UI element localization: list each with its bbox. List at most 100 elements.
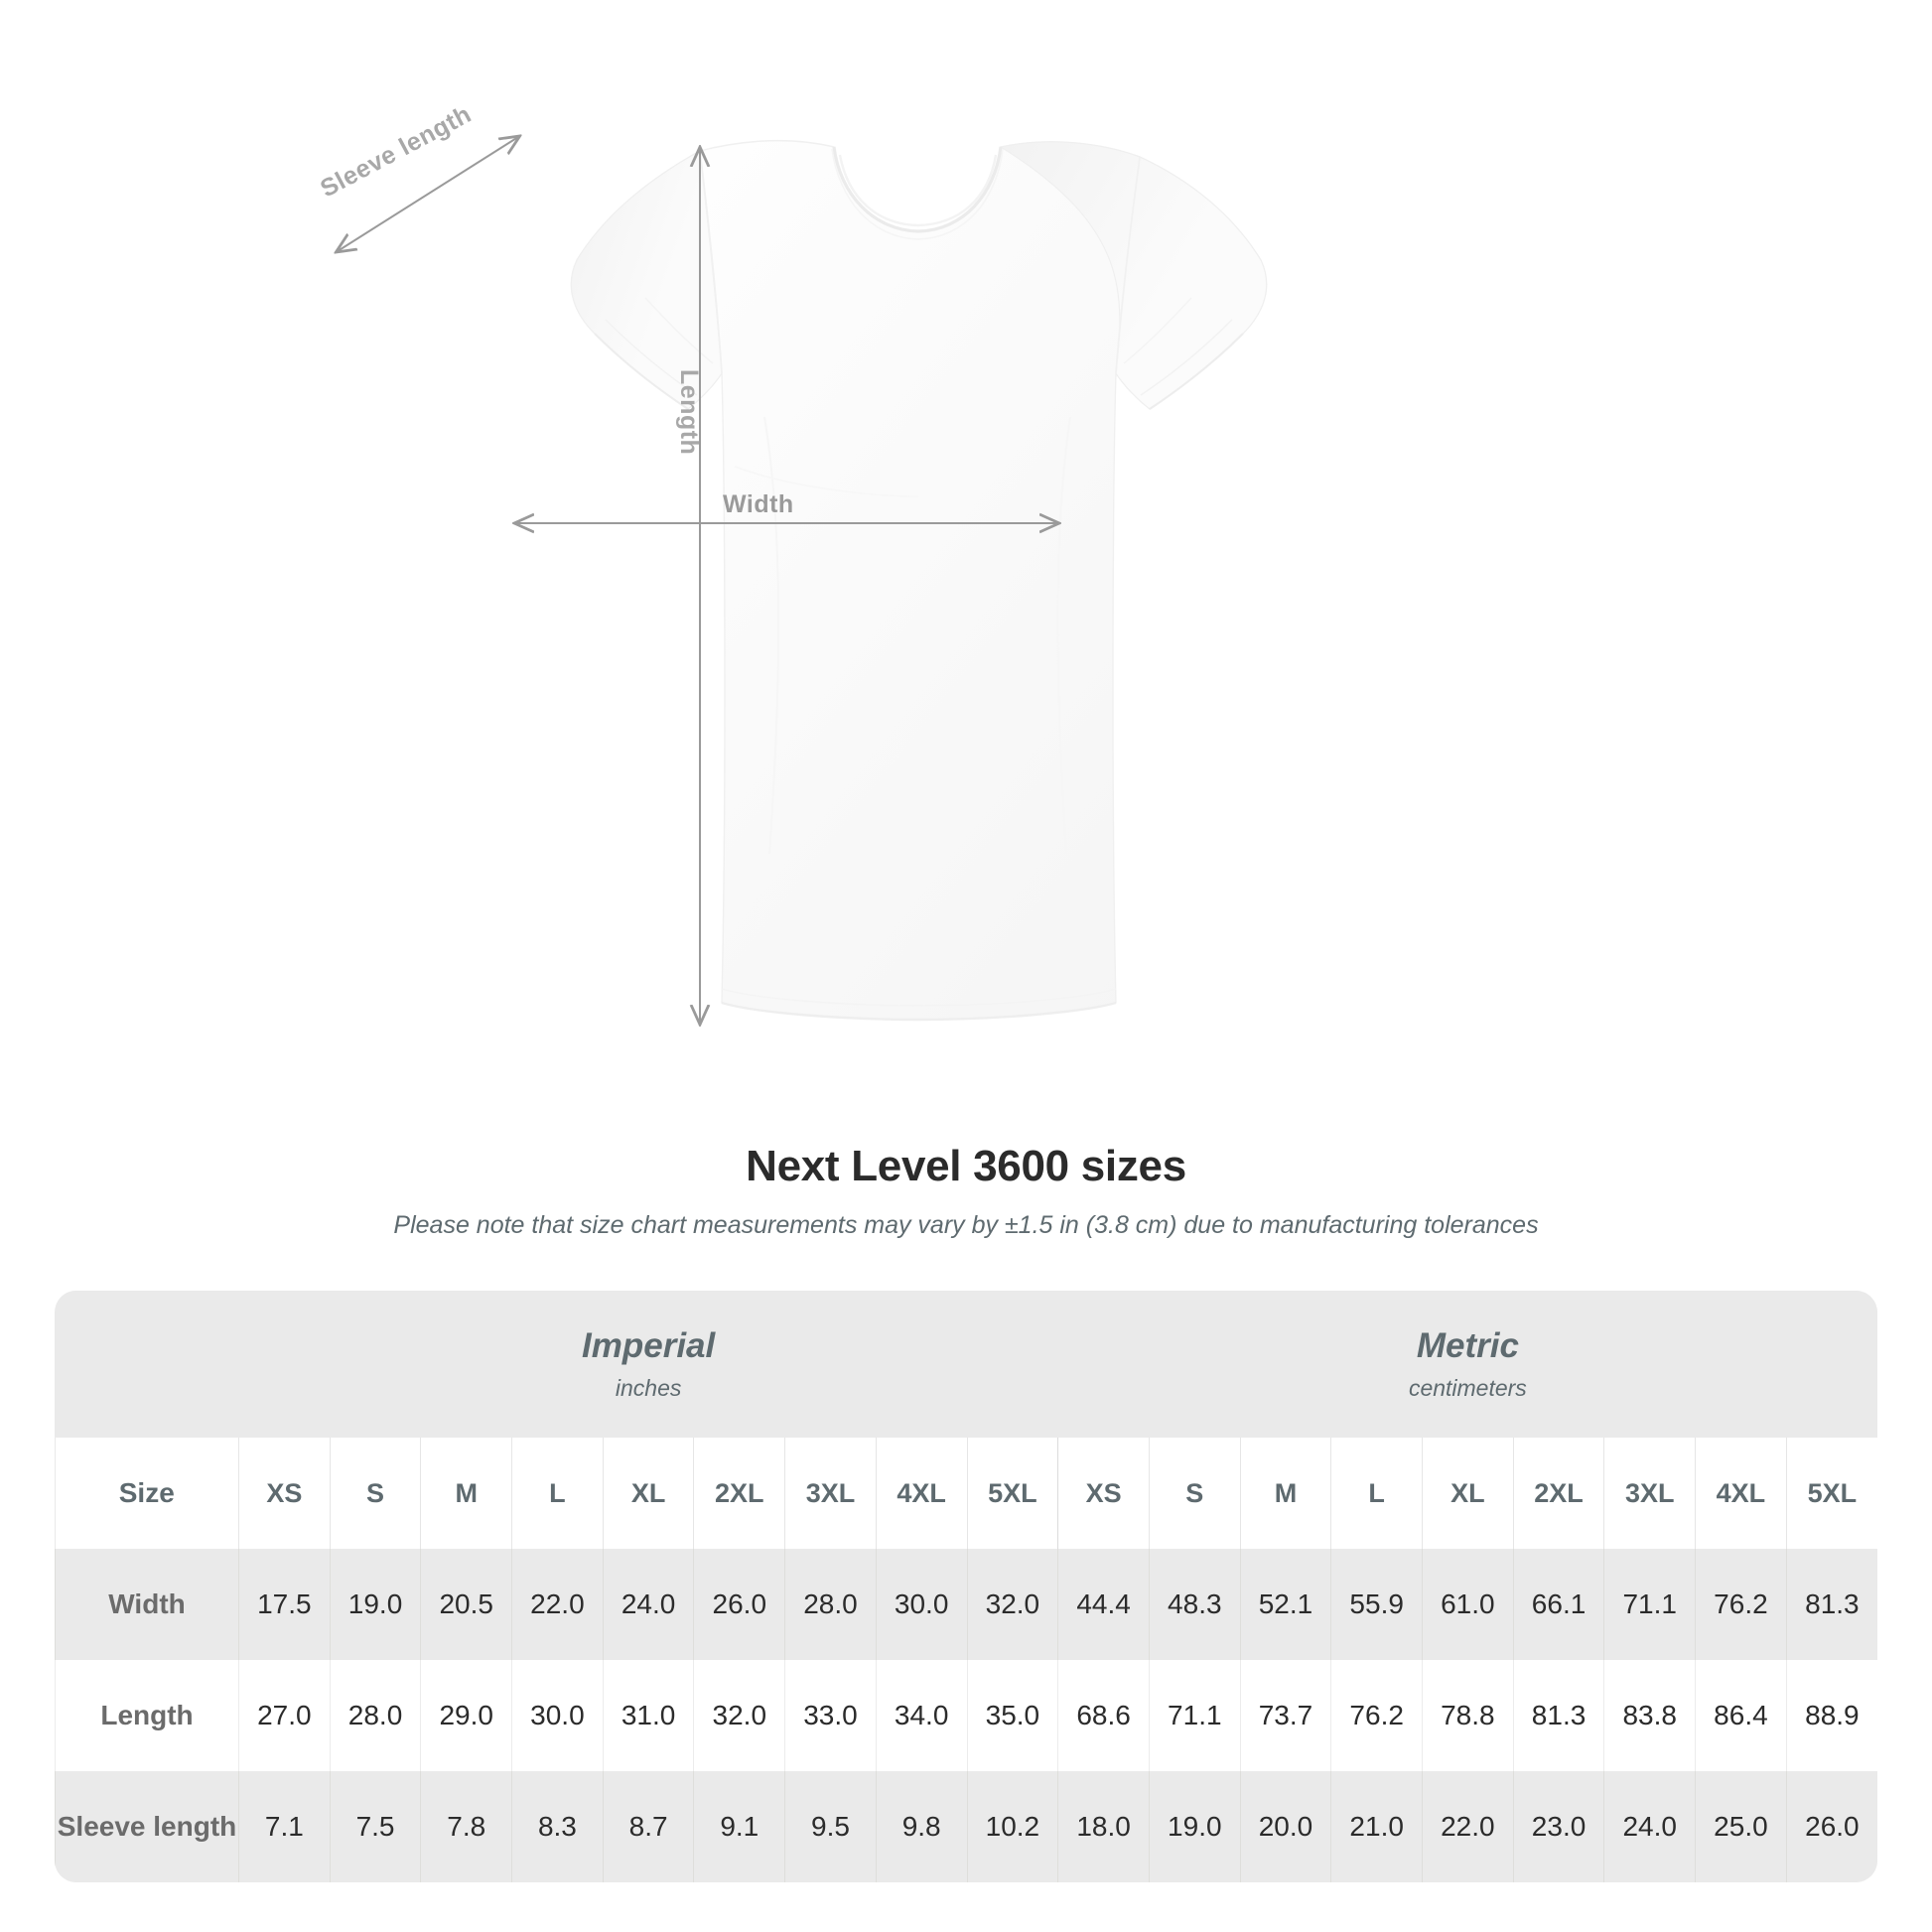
cell-width-imperial-m: 20.5 <box>420 1549 512 1660</box>
cell-width-metric-5xl: 81.3 <box>1785 1549 1877 1660</box>
cell-sleeve-length-imperial-4xl: 9.8 <box>875 1771 967 1882</box>
unit-system-name: Imperial <box>582 1326 716 1366</box>
size-header-imperial-5xl: 5XL <box>966 1438 1058 1549</box>
table-row: Width 17.5 19.0 20.5 22.0 24.0 26.0 28.0 30.0 32.… <box>55 1549 1877 1660</box>
cell-length-imperial-5xl: 35.0 <box>966 1660 1058 1771</box>
length-label: Length <box>675 369 703 456</box>
width-label: Width <box>723 490 794 518</box>
size-header-metric-xl: XL <box>1422 1438 1514 1549</box>
table-row: Length 27.0 28.0 29.0 30.0 31.0 32.0 33.0 34.0 35… <box>55 1660 1877 1771</box>
unit-system-unit: inches <box>615 1374 682 1401</box>
cell-length-imperial-xs: 27.0 <box>238 1660 331 1771</box>
cell-width-metric-2xl: 66.1 <box>1512 1549 1604 1660</box>
unit-system-unit: centimeters <box>1408 1374 1527 1401</box>
row-label-sleeve-length: Sleeve length <box>55 1771 239 1882</box>
cell-width-imperial-3xl: 28.0 <box>784 1549 877 1660</box>
size-table-head: Imperial inches Metric centimeters Size XS S M… <box>55 1291 1877 1549</box>
page-title: Next Level 3600 sizes <box>746 1142 1186 1190</box>
size-header-row: Size XS S M L XL 2XL 3XL 4XL 5XL XS S M L XL 2XL 3XL 4XL 5… <box>55 1438 1877 1549</box>
cell-sleeve-length-imperial-m: 7.8 <box>420 1771 512 1882</box>
size-table: Imperial inches Metric centimeters Size XS S M… <box>55 1291 1877 1882</box>
cell-sleeve-length-imperial-s: 7.5 <box>329 1771 421 1882</box>
table-row: Sleeve length 7.1 7.5 7.8 8.3 8.7 9.1 9.5 9.8 10.… <box>55 1771 1877 1882</box>
cell-sleeve-length-imperial-3xl: 9.5 <box>784 1771 877 1882</box>
size-table-body: Width 17.5 19.0 20.5 22.0 24.0 26.0 28.0 30.0 32.… <box>55 1549 1877 1882</box>
cell-length-imperial-xl: 31.0 <box>602 1660 694 1771</box>
cell-sleeve-length-imperial-5xl: 10.2 <box>966 1771 1058 1882</box>
cell-sleeve-length-metric-3xl: 24.0 <box>1603 1771 1696 1882</box>
cell-sleeve-length-metric-l: 21.0 <box>1330 1771 1423 1882</box>
cell-width-imperial-2xl: 26.0 <box>693 1549 785 1660</box>
cell-length-imperial-m: 29.0 <box>420 1660 512 1771</box>
shirt-silhouette <box>570 139 1268 1022</box>
size-header-metric-xs: XS <box>1057 1438 1150 1549</box>
cell-length-imperial-4xl: 34.0 <box>875 1660 967 1771</box>
cell-sleeve-length-imperial-l: 8.3 <box>511 1771 604 1882</box>
cell-length-metric-4xl: 86.4 <box>1695 1660 1787 1771</box>
cell-length-metric-l: 76.2 <box>1330 1660 1423 1771</box>
cell-length-imperial-s: 28.0 <box>329 1660 421 1771</box>
cell-length-metric-xs: 68.6 <box>1057 1660 1150 1771</box>
tshirt-diagram: Sleeve length Length Width <box>0 0 1268 1142</box>
cell-sleeve-length-imperial-xl: 8.7 <box>602 1771 694 1882</box>
size-header-imperial-l: L <box>511 1438 604 1549</box>
cell-width-imperial-4xl: 30.0 <box>875 1549 967 1660</box>
size-header-metric-5xl: 5XL <box>1785 1438 1877 1549</box>
size-header-imperial-xl: XL <box>602 1438 694 1549</box>
size-header-imperial-3xl: 3XL <box>784 1438 877 1549</box>
row-label-width: Width <box>55 1549 239 1660</box>
size-header-imperial-xs: XS <box>238 1438 331 1549</box>
size-table-wrapper: Imperial inches Metric centimeters Size XS S M… <box>55 1291 1877 1882</box>
cell-width-metric-xl: 61.0 <box>1422 1549 1514 1660</box>
tshirt-illustration <box>0 0 1268 1142</box>
size-header-imperial-4xl: 4XL <box>875 1438 967 1549</box>
cell-width-metric-l: 55.9 <box>1330 1549 1423 1660</box>
cell-sleeve-length-metric-4xl: 25.0 <box>1695 1771 1787 1882</box>
cell-sleeve-length-imperial-2xl: 9.1 <box>693 1771 785 1882</box>
cell-length-imperial-2xl: 32.0 <box>693 1660 785 1771</box>
cell-width-metric-4xl: 76.2 <box>1695 1549 1787 1660</box>
size-header-metric-s: S <box>1148 1438 1241 1549</box>
cell-sleeve-length-metric-xs: 18.0 <box>1057 1771 1150 1882</box>
unit-system-row: Imperial inches Metric centimeters <box>55 1291 1877 1438</box>
size-header-imperial-m: M <box>420 1438 512 1549</box>
size-header-imperial-2xl: 2XL <box>693 1438 785 1549</box>
tolerance-note: Please note that size chart measurements… <box>393 1210 1539 1239</box>
cell-width-metric-s: 48.3 <box>1148 1549 1241 1660</box>
cell-sleeve-length-metric-xl: 22.0 <box>1422 1771 1514 1882</box>
size-header-metric-m: M <box>1239 1438 1331 1549</box>
cell-width-imperial-xs: 17.5 <box>238 1549 331 1660</box>
unit-system-name: Metric <box>1416 1326 1519 1366</box>
size-header-metric-4xl: 4XL <box>1695 1438 1787 1549</box>
cell-sleeve-length-imperial-xs: 7.1 <box>238 1771 331 1882</box>
unit-system-imperial: Imperial inches <box>238 1291 1058 1438</box>
cell-width-imperial-xl: 24.0 <box>602 1549 694 1660</box>
size-header-metric-2xl: 2XL <box>1512 1438 1604 1549</box>
size-header-metric-3xl: 3XL <box>1603 1438 1696 1549</box>
measurement-arrows <box>338 137 1057 1023</box>
cell-length-imperial-l: 30.0 <box>511 1660 604 1771</box>
title-block: Next Level 3600 sizes Please note that s… <box>0 1142 1932 1240</box>
cell-sleeve-length-metric-2xl: 23.0 <box>1512 1771 1604 1882</box>
cell-length-metric-m: 73.7 <box>1239 1660 1331 1771</box>
cell-width-imperial-s: 19.0 <box>329 1549 421 1660</box>
cell-sleeve-length-metric-5xl: 26.0 <box>1785 1771 1877 1882</box>
unit-system-metric: Metric centimeters <box>1057 1291 1877 1438</box>
cell-width-imperial-l: 22.0 <box>511 1549 604 1660</box>
cell-length-metric-xl: 78.8 <box>1422 1660 1514 1771</box>
cell-width-metric-xs: 44.4 <box>1057 1549 1150 1660</box>
cell-length-metric-3xl: 83.8 <box>1603 1660 1696 1771</box>
cell-width-imperial-5xl: 32.0 <box>966 1549 1058 1660</box>
cell-width-metric-3xl: 71.1 <box>1603 1549 1696 1660</box>
cell-length-metric-s: 71.1 <box>1148 1660 1241 1771</box>
size-column-header: Size <box>55 1438 239 1549</box>
cell-length-metric-5xl: 88.9 <box>1785 1660 1877 1771</box>
unit-row-spacer <box>55 1291 239 1438</box>
size-header-imperial-s: S <box>329 1438 421 1549</box>
cell-length-imperial-3xl: 33.0 <box>784 1660 877 1771</box>
size-header-metric-l: L <box>1330 1438 1423 1549</box>
row-label-length: Length <box>55 1660 239 1771</box>
cell-length-metric-2xl: 81.3 <box>1512 1660 1604 1771</box>
sleeve-length-arrow <box>338 137 518 251</box>
